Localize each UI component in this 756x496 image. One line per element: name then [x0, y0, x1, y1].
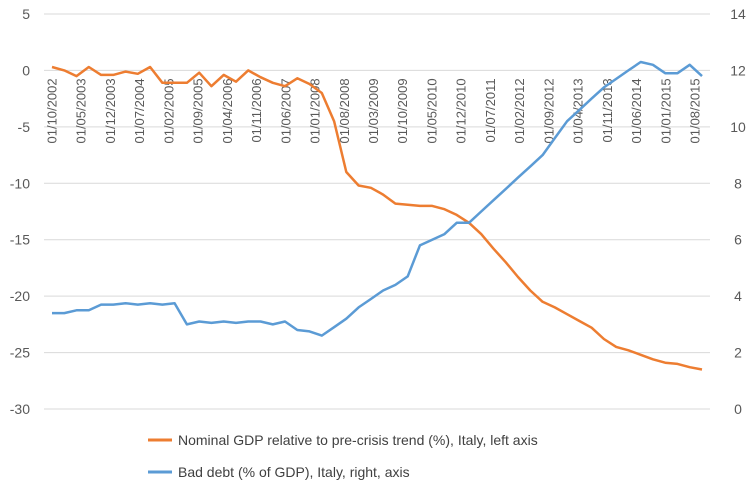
left-axis-tick-label: 0	[22, 62, 30, 78]
legend-label-gdp: Nominal GDP relative to pre-crisis trend…	[178, 432, 538, 448]
right-axis-ticks: 14 12 10 8 6 4 2 0	[730, 6, 746, 417]
x-axis-tick-label: 01/09/2005	[191, 78, 206, 143]
x-axis-tick-label: 01/02/2012	[512, 78, 527, 143]
x-axis-tick-label: 01/07/2004	[132, 78, 147, 143]
x-axis-tick-label: 01/10/2002	[45, 78, 60, 143]
x-axis-tick-label: 01/11/2006	[249, 78, 264, 142]
x-axis-tick-label: 01/07/2011	[483, 78, 498, 142]
left-axis-tick-label: -25	[10, 345, 30, 361]
gridlines	[44, 13, 710, 410]
left-axis-tick-label: -15	[10, 232, 30, 248]
x-axis-tick-label: 01/01/2008	[308, 78, 323, 143]
right-axis-tick-label: 4	[734, 288, 742, 304]
series-lines	[51, 60, 703, 371]
left-axis-tick-label: -20	[10, 288, 30, 304]
right-axis-tick-label: 12	[730, 62, 746, 78]
legend: Nominal GDP relative to pre-crisis trend…	[148, 432, 538, 480]
x-axis-tick-label: 01/06/2014	[629, 78, 644, 143]
x-axis-tick-label: 01/12/2003	[103, 78, 118, 143]
right-axis-tick-label: 0	[734, 401, 742, 417]
x-axis-tick-label: 01/12/2010	[454, 78, 469, 143]
x-axis-tick-label: 01/02/2005	[161, 78, 176, 143]
x-axis-tick-label: 01/04/2006	[220, 78, 235, 143]
left-axis-tick-label: -30	[10, 401, 30, 417]
x-axis-tick-label: 01/05/2003	[74, 78, 89, 143]
x-axis-tick-label: 01/05/2010	[424, 78, 439, 143]
x-axis-tick-label: 01/01/2015	[658, 78, 673, 143]
left-axis-ticks: 5 0 -5 -10 -15 -20 -25 -30	[10, 6, 30, 417]
x-axis-tick-label: 01/08/2008	[337, 78, 352, 143]
left-axis-tick-label: -5	[18, 119, 31, 135]
x-axis-tick-label: 01/11/2013	[600, 78, 615, 142]
x-axis-ticks: 01/10/2002 01/05/2003 01/12/2003 01/07/2004…	[45, 78, 703, 143]
left-axis-tick-label: -10	[10, 175, 30, 191]
legend-label-bad-debt: Bad debt (% of GDP), Italy, right, axis	[178, 464, 410, 480]
series-line-bad-debt	[52, 60, 703, 337]
series-line-gdp	[51, 65, 703, 371]
x-axis-tick-label: 01/03/2009	[366, 78, 381, 143]
left-axis-tick-label: 5	[22, 6, 30, 22]
x-axis-tick-label: 01/10/2009	[395, 78, 410, 143]
right-axis-tick-label: 6	[734, 232, 742, 248]
x-axis-tick-label: 01/08/2015	[688, 78, 703, 143]
right-axis-tick-label: 2	[734, 345, 742, 361]
right-axis-tick-label: 14	[730, 6, 746, 22]
right-axis-tick-label: 10	[730, 119, 746, 135]
x-axis-tick-label: 01/06/2007	[278, 78, 293, 143]
x-axis-tick-label: 01/09/2012	[541, 78, 556, 143]
right-axis-tick-label: 8	[734, 175, 742, 191]
